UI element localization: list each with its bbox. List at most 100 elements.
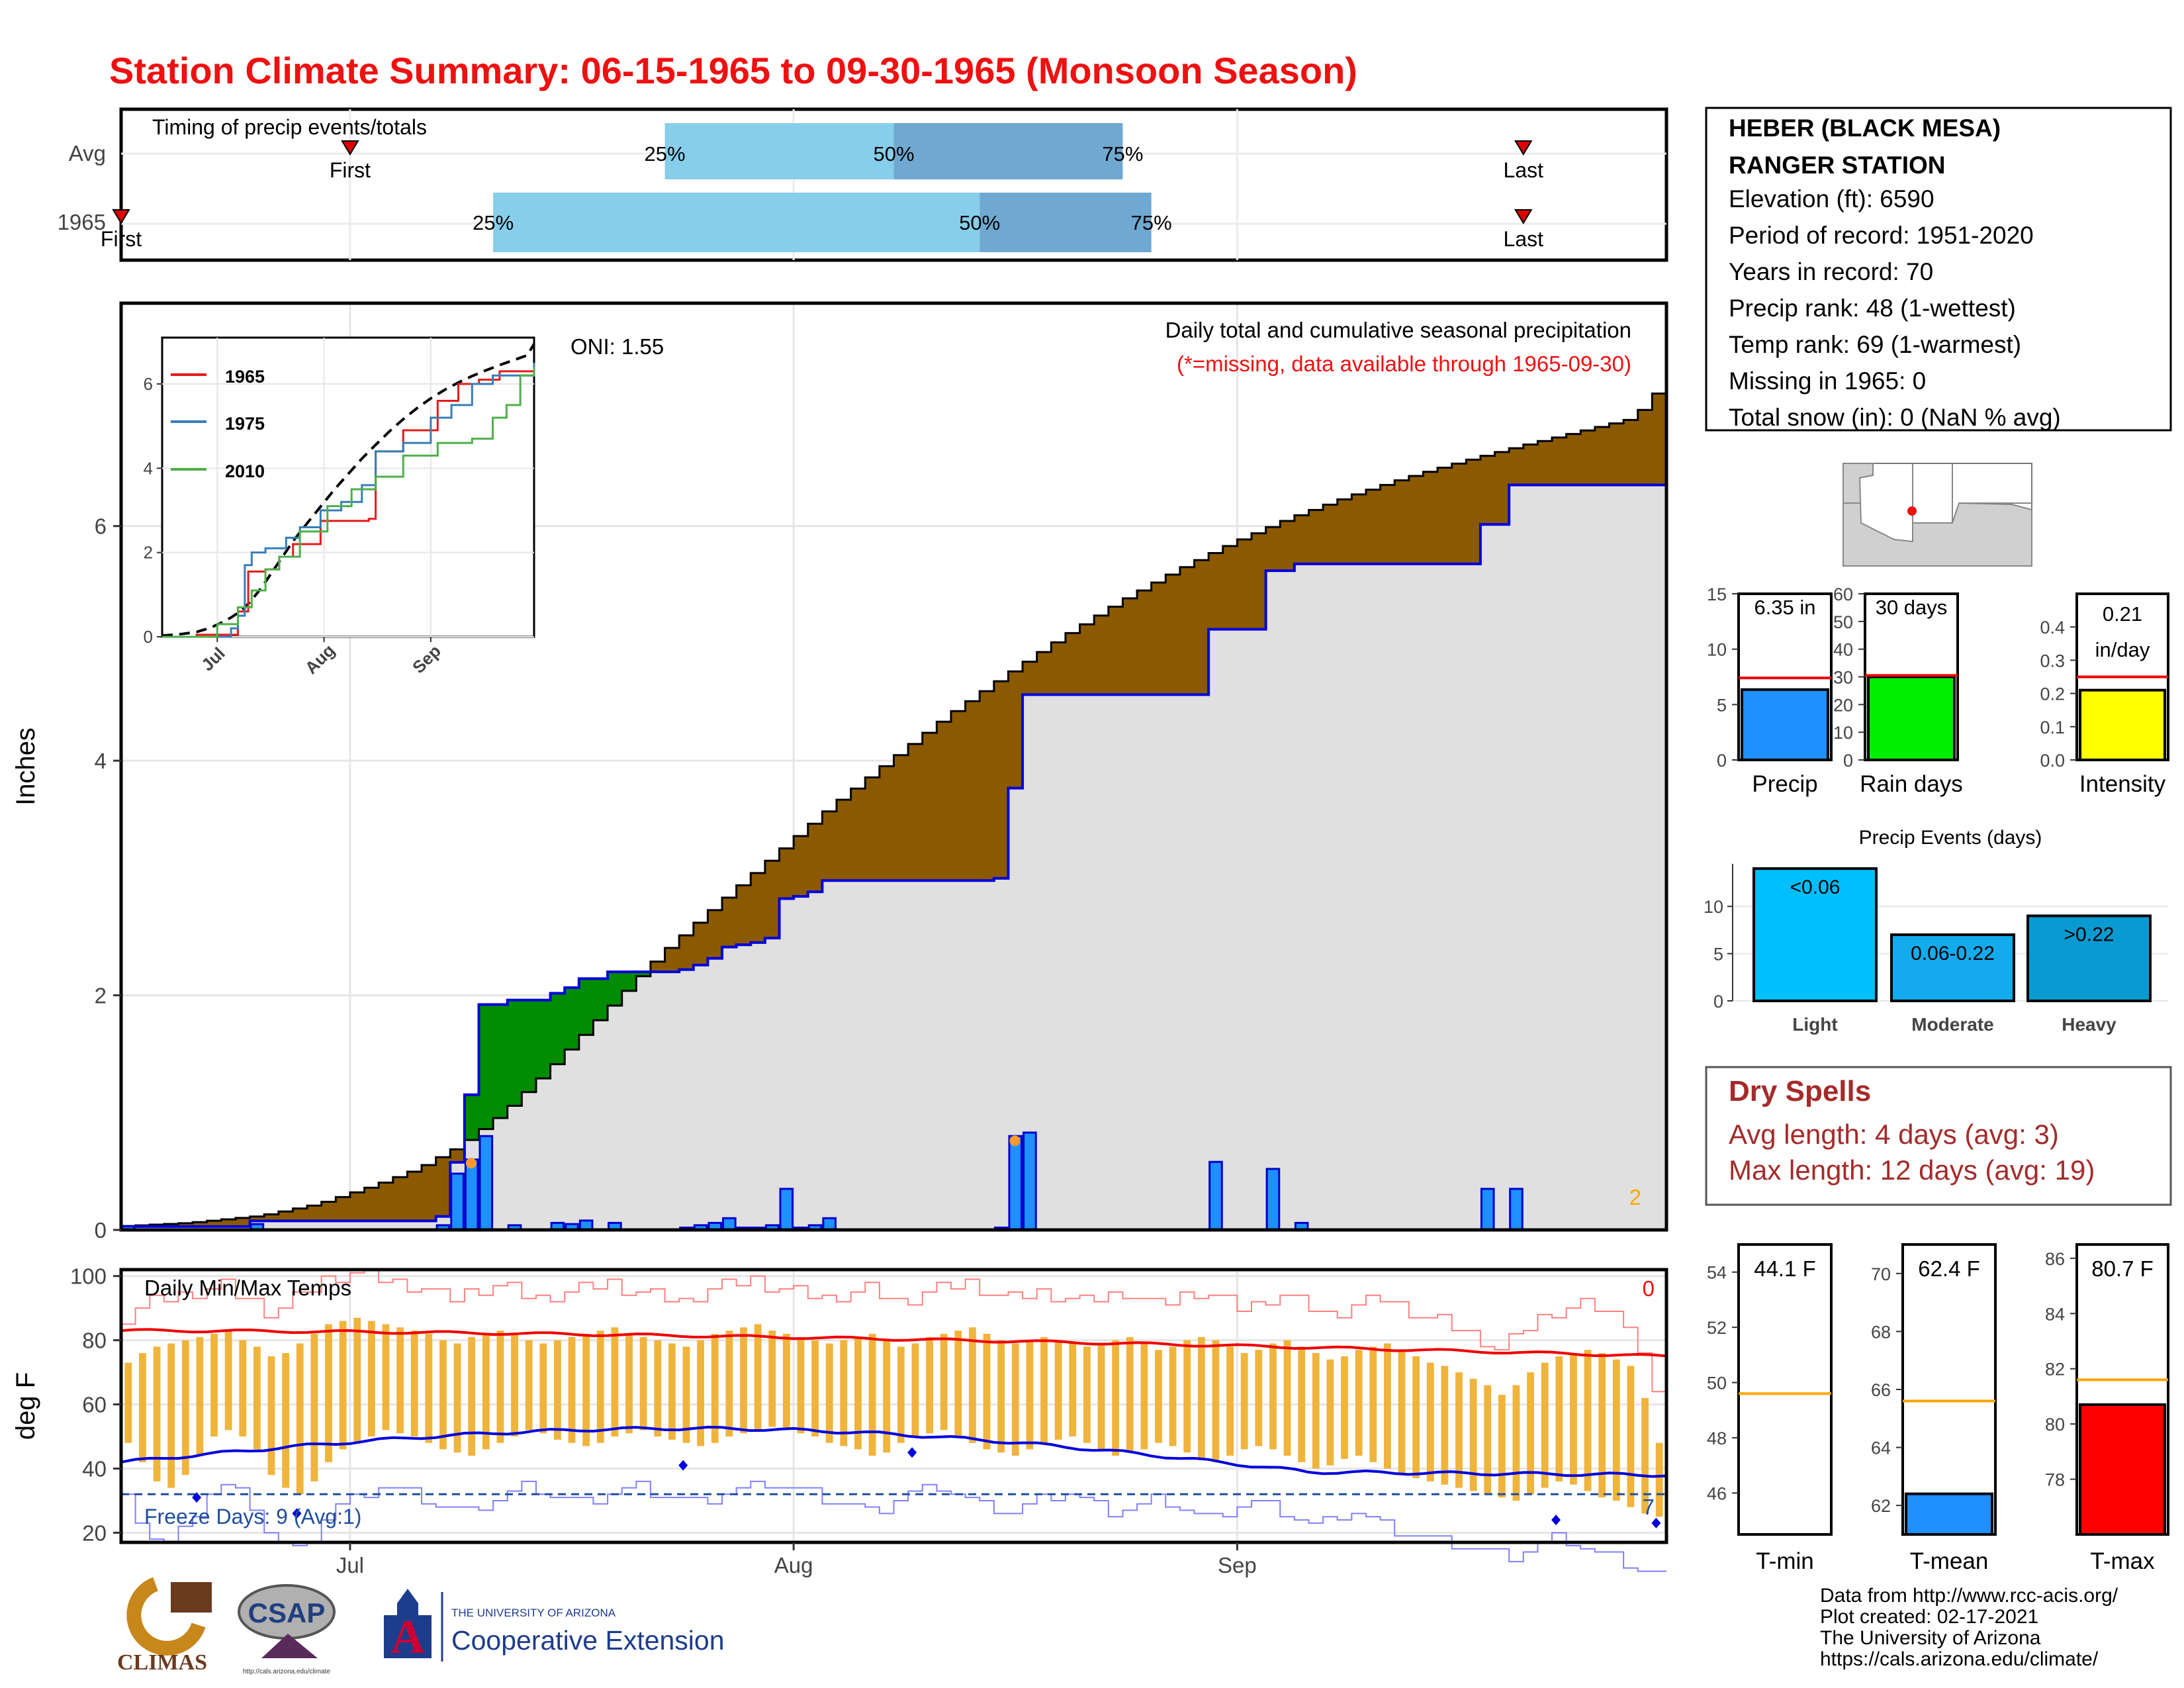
ua-logo: A THE UNIVERSITY OF ARIZONA Cooperative … bbox=[384, 1589, 725, 1664]
temp-grid bbox=[121, 1270, 1666, 1542]
timing-panel: 25% 50% 75% First Last 25% 50% 75% First Last Tim… bbox=[58, 107, 1668, 262]
daily-temp-range-bar bbox=[153, 1346, 161, 1481]
daily-temp-range-bar bbox=[282, 1353, 290, 1488]
timing-quantile-label: 75% bbox=[1131, 211, 1172, 234]
surplus-band bbox=[593, 978, 608, 1021]
deficit-band bbox=[250, 1216, 265, 1221]
daily-temp-range-bar bbox=[525, 1340, 533, 1430]
timing-quantile-label: 50% bbox=[873, 142, 914, 165]
deficit-band bbox=[1023, 661, 1038, 695]
events-y-tick-label: 10 bbox=[1704, 897, 1723, 917]
deficit-band bbox=[435, 1157, 451, 1217]
deficit-band bbox=[1051, 642, 1066, 695]
csap-mountain bbox=[261, 1634, 318, 1658]
freeze-day-marker bbox=[907, 1447, 917, 1458]
daily-precip-bar bbox=[450, 1172, 465, 1231]
daily-temp-range-bar bbox=[1011, 1343, 1019, 1456]
dry-spells-title: Dry Spells bbox=[1729, 1075, 1871, 1107]
events-category-label: Heavy bbox=[2062, 1014, 2116, 1035]
figure-title: Station Climate Summary: 06-15-1965 to 0… bbox=[109, 50, 1357, 91]
temp-y-tick-label: 60 bbox=[82, 1393, 107, 1417]
mini-y-tick-label: 0.3 bbox=[2040, 651, 2065, 671]
temp-y-tick-label: 62 bbox=[1871, 1496, 1891, 1516]
daily-temp-range-bar bbox=[1026, 1340, 1034, 1450]
timing-row-label-year: 1965 bbox=[58, 210, 106, 234]
csap-logo: CSAP http://cals.arizona.edu/climate bbox=[238, 1584, 336, 1675]
daily-temp-range-bar bbox=[124, 1362, 132, 1443]
legend-label-1975: 1975 bbox=[225, 414, 265, 434]
daily-precip-bar bbox=[1023, 1131, 1037, 1231]
deficit-band bbox=[1308, 510, 1324, 564]
daily-temp-range-bar bbox=[1155, 1350, 1162, 1443]
station-name-line1: HEBER (BLACK MESA) bbox=[1729, 115, 2001, 142]
timing-quantile-label: 25% bbox=[645, 142, 686, 165]
daily-temp-range-bar bbox=[639, 1336, 647, 1430]
daily-precip-bar bbox=[822, 1217, 837, 1231]
daily-temp-range-bar bbox=[1312, 1353, 1320, 1469]
daily-temp-range-bar bbox=[1612, 1359, 1620, 1501]
temp-y-tick-label: 64 bbox=[1871, 1438, 1891, 1458]
surplus-band bbox=[608, 972, 623, 1006]
deficit-band bbox=[1208, 553, 1224, 630]
daily-temp-range-bar bbox=[1169, 1346, 1177, 1446]
daily-temp-range-bar bbox=[1541, 1362, 1549, 1488]
deficit-band bbox=[865, 777, 880, 881]
mini-value-bar bbox=[1867, 675, 1956, 761]
mini-value-text: 0.21 bbox=[2103, 602, 2142, 626]
credit-line-1: Data from http://www.rcc-acis.org/ bbox=[1820, 1585, 2118, 1607]
daily-temp-range-bar bbox=[167, 1343, 175, 1488]
mini-y-tick-label: 10 bbox=[1707, 640, 1727, 660]
daily-temp-range-bar bbox=[711, 1333, 719, 1443]
deficit-band bbox=[392, 1177, 408, 1221]
daily-temp-range-bar bbox=[1455, 1372, 1463, 1488]
mini-y-tick-label: 30 bbox=[1833, 668, 1853, 688]
deficit-band bbox=[1623, 420, 1639, 485]
timing-first-marker-label: First bbox=[101, 227, 142, 251]
daily-temp-range-bar bbox=[654, 1340, 662, 1437]
deficit-band bbox=[1165, 575, 1181, 695]
deficit-band bbox=[879, 766, 895, 881]
deficit-band bbox=[1609, 423, 1624, 485]
deficit-band bbox=[1065, 633, 1081, 695]
deficit-band bbox=[965, 701, 980, 881]
daily-temp-range-bar bbox=[1298, 1346, 1306, 1462]
inset-y-tick-label: 0 bbox=[144, 627, 153, 647]
events-bar bbox=[2026, 914, 2152, 1002]
daily-temp-range-bar bbox=[1212, 1340, 1220, 1462]
temp-value-bar bbox=[1905, 1492, 1993, 1536]
deficit-band bbox=[1323, 504, 1338, 564]
daily-temp-range-bar bbox=[697, 1340, 705, 1446]
daily-temp-range-bar bbox=[1627, 1366, 1635, 1507]
deficit-band bbox=[837, 800, 852, 881]
station-snow: Total snow (in): 0 (NaN % avg) bbox=[1729, 404, 2061, 431]
deficit-band bbox=[1036, 651, 1052, 695]
temp-y-tick-label: 80 bbox=[82, 1329, 107, 1353]
temp-y-tick-label: 84 bbox=[2045, 1304, 2065, 1324]
temp-bar-label: T-max bbox=[2090, 1548, 2155, 1574]
deficit-band bbox=[407, 1171, 422, 1221]
deficit-band bbox=[235, 1217, 251, 1227]
mini-y-tick-label: 50 bbox=[1833, 612, 1853, 632]
inset-y-tick-label: 2 bbox=[144, 543, 153, 563]
daily-precip-bar bbox=[1265, 1168, 1281, 1231]
mini-y-tick-label: 0.0 bbox=[2040, 751, 2065, 771]
deficit-band bbox=[1008, 671, 1023, 788]
deficit-band bbox=[206, 1221, 222, 1227]
deficit-band bbox=[1480, 455, 1496, 525]
daily-temp-range-bar bbox=[926, 1336, 933, 1434]
missing-data-marker bbox=[465, 1157, 477, 1168]
ua-big-text: Cooperative Extension bbox=[451, 1625, 725, 1656]
daily-temp-range-bar bbox=[568, 1336, 576, 1443]
mini-value-text: 6.35 in bbox=[1754, 596, 1815, 619]
missing-data-marker bbox=[1009, 1135, 1021, 1147]
credit-line-4: https://cals.arizona.edu/climate/ bbox=[1820, 1648, 2099, 1670]
temp-bar-label: T-mean bbox=[1910, 1548, 1989, 1574]
daily-temp-range-bar bbox=[239, 1340, 247, 1437]
temperature-summary-bars: 46 48 50 52 54 44.1 F T-min 62 64 66 68 70 62.4 F T-m… bbox=[1707, 1243, 2169, 1574]
temp-content bbox=[120, 1269, 1667, 1572]
station-missing: Missing in 1965: 0 bbox=[1729, 367, 1926, 395]
precip-corner-count: 2 bbox=[1629, 1185, 1641, 1209]
daily-temp-range-bar bbox=[1197, 1336, 1205, 1459]
deficit-band bbox=[178, 1223, 193, 1227]
timing-title: Timing of precip events/totals bbox=[152, 115, 427, 139]
